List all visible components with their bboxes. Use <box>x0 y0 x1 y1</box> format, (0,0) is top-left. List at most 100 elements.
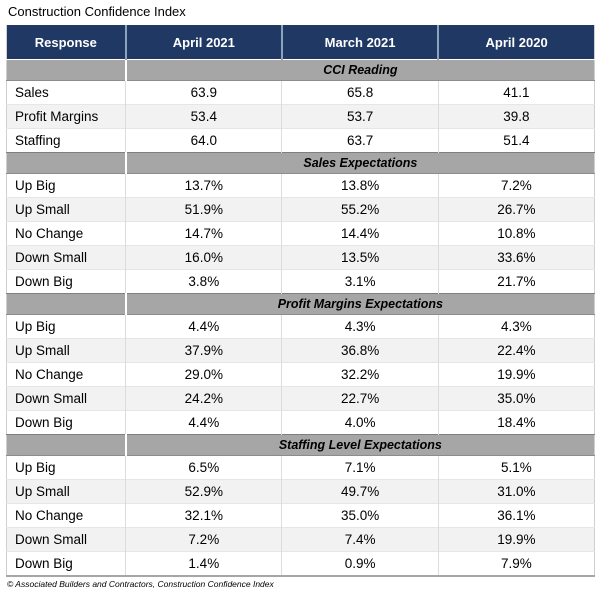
section-title-profit: Profit Margins Expectations <box>125 293 595 315</box>
cell-value: 32.1% <box>125 503 282 528</box>
cell-value: 36.1% <box>437 503 595 528</box>
cell-value: 37.9% <box>125 338 282 363</box>
cell-value: 33.6% <box>437 245 595 270</box>
table-row: No Change 32.1% 35.0% 36.1% <box>6 503 595 528</box>
table-row: Up Big 6.5% 7.1% 5.1% <box>6 455 595 480</box>
cell-value: 4.3% <box>281 314 439 339</box>
cell-value: 13.8% <box>281 173 439 198</box>
cci-table: Response April 2021 March 2021 April 202… <box>6 25 595 577</box>
row-label: Up Small <box>6 479 126 504</box>
table-body: CCI Reading Sales 63.9 65.8 41.1 Profit … <box>6 59 595 576</box>
cell-value: 6.5% <box>125 455 282 480</box>
cell-value: 29.0% <box>125 362 282 387</box>
row-label: Down Big <box>6 410 126 435</box>
cell-value: 35.0% <box>437 386 595 411</box>
table-row: Up Big 13.7% 13.8% 7.2% <box>6 173 595 198</box>
cell-value: 53.4 <box>125 104 282 129</box>
cell-value: 31.0% <box>437 479 595 504</box>
section-spacer-cell <box>6 434 127 456</box>
table-row: No Change 29.0% 32.2% 19.9% <box>6 362 595 387</box>
table-row: Up Small 52.9% 49.7% 31.0% <box>6 479 595 504</box>
row-label: Profit Margins <box>6 104 126 129</box>
cell-value: 63.7 <box>281 128 439 153</box>
cell-value: 13.5% <box>281 245 439 270</box>
cell-value: 5.1% <box>437 455 595 480</box>
cell-value: 49.7% <box>281 479 439 504</box>
column-header-april-2020: April 2020 <box>437 25 595 60</box>
table-row: Sales 63.9 65.8 41.1 <box>6 80 595 105</box>
row-label: Staffing <box>6 128 126 153</box>
cell-value: 3.1% <box>281 269 439 294</box>
cell-value: 14.4% <box>281 221 439 246</box>
table-row: Up Small 37.9% 36.8% 22.4% <box>6 338 595 363</box>
cell-value: 55.2% <box>281 197 439 222</box>
table-row: Up Big 4.4% 4.3% 4.3% <box>6 314 595 339</box>
row-label: Down Big <box>6 269 126 294</box>
cell-value: 16.0% <box>125 245 282 270</box>
table-header: Response April 2021 March 2021 April 202… <box>6 25 595 60</box>
table-row: Down Small 24.2% 22.7% 35.0% <box>6 386 595 411</box>
table-row: No Change 14.7% 14.4% 10.8% <box>6 221 595 246</box>
row-label: Down Small <box>6 527 126 552</box>
table-row: Down Big 3.8% 3.1% 21.7% <box>6 269 595 294</box>
cell-value: 0.9% <box>281 551 439 576</box>
row-label: Down Big <box>6 551 126 576</box>
cell-value: 7.2% <box>437 173 595 198</box>
section-header-row-profit: Profit Margins Expectations <box>6 293 595 315</box>
cell-value: 1.4% <box>125 551 282 576</box>
column-header-response: Response <box>6 25 126 60</box>
row-label: Up Big <box>6 314 126 339</box>
row-label: Up Big <box>6 173 126 198</box>
section-header-row-sales: Sales Expectations <box>6 152 595 174</box>
column-header-april-2021: April 2021 <box>124 25 282 60</box>
section-header-row-cci: CCI Reading <box>6 59 595 81</box>
cell-value: 19.9% <box>437 362 595 387</box>
cell-value: 52.9% <box>125 479 282 504</box>
row-label: Up Big <box>6 455 126 480</box>
cell-value: 64.0 <box>125 128 282 153</box>
table-row: Down Big 1.4% 0.9% 7.9% <box>6 551 595 576</box>
section-title-cci: CCI Reading <box>125 59 595 81</box>
row-label: Up Small <box>6 338 126 363</box>
cell-value: 19.9% <box>437 527 595 552</box>
section-title-sales: Sales Expectations <box>125 152 595 174</box>
row-label: Down Small <box>6 245 126 270</box>
cell-value: 7.2% <box>125 527 282 552</box>
table-row: Down Small 7.2% 7.4% 19.9% <box>6 527 595 552</box>
cell-value: 36.8% <box>281 338 439 363</box>
cell-value: 22.4% <box>437 338 595 363</box>
section-title-staffing: Staffing Level Expectations <box>125 434 595 456</box>
header-row: Response April 2021 March 2021 April 202… <box>6 25 595 60</box>
cell-value: 7.9% <box>437 551 595 576</box>
row-label: Down Small <box>6 386 126 411</box>
cell-value: 21.7% <box>437 269 595 294</box>
cell-value: 24.2% <box>125 386 282 411</box>
column-header-march-2021: March 2021 <box>280 25 439 60</box>
table-row: Up Small 51.9% 55.2% 26.7% <box>6 197 595 222</box>
row-label: Sales <box>6 80 126 105</box>
cell-value: 4.3% <box>437 314 595 339</box>
cell-value: 4.0% <box>281 410 439 435</box>
cell-value: 7.1% <box>281 455 439 480</box>
row-label: No Change <box>6 503 126 528</box>
cell-value: 26.7% <box>437 197 595 222</box>
cell-value: 51.9% <box>125 197 282 222</box>
section-spacer-cell <box>6 152 127 174</box>
cell-value: 3.8% <box>125 269 282 294</box>
section-header-row-staffing: Staffing Level Expectations <box>6 434 595 456</box>
row-label: Up Small <box>6 197 126 222</box>
cell-value: 4.4% <box>125 314 282 339</box>
cell-value: 22.7% <box>281 386 439 411</box>
cell-value: 10.8% <box>437 221 595 246</box>
cell-value: 14.7% <box>125 221 282 246</box>
cell-value: 51.4 <box>437 128 595 153</box>
cell-value: 32.2% <box>281 362 439 387</box>
cell-value: 41.1 <box>437 80 595 105</box>
page-title: Construction Confidence Index <box>8 4 186 19</box>
cell-value: 4.4% <box>125 410 282 435</box>
row-label: No Change <box>6 362 126 387</box>
table-row: Staffing 64.0 63.7 51.4 <box>6 128 595 153</box>
row-label: No Change <box>6 221 126 246</box>
cell-value: 39.8 <box>437 104 595 129</box>
cell-value: 13.7% <box>125 173 282 198</box>
